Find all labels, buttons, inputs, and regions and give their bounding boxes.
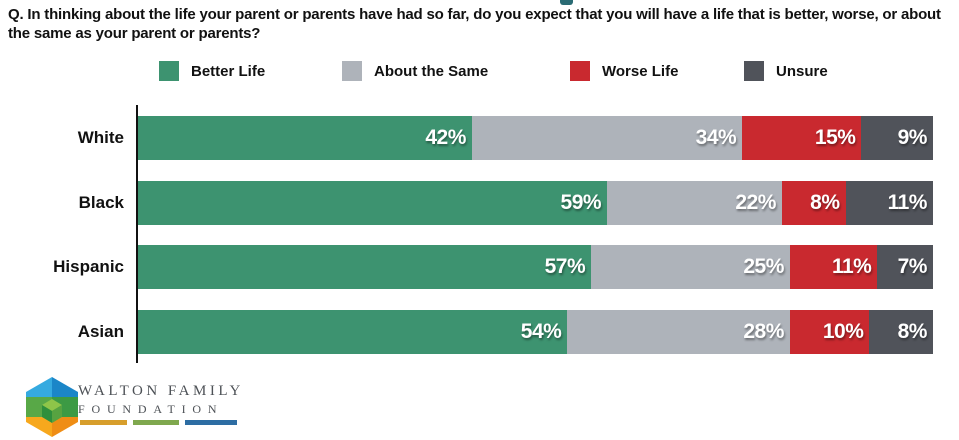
stacked-bar: 57% 25% 11% 7% <box>138 245 933 289</box>
bar-row-hispanic: Hispanic 57% 25% 11% 7% <box>0 245 959 289</box>
segment-value-label: 57% <box>544 255 586 278</box>
bar-row-white: White 42% 34% 15% 9% <box>0 116 959 160</box>
segment-value-label: 22% <box>735 191 776 214</box>
bar-segment-unsure: 8% <box>869 310 933 354</box>
segment-value-label: 28% <box>743 320 784 343</box>
segment-value-label: 15% <box>814 126 856 149</box>
stacked-bar: 54% 28% 10% 8% <box>138 310 933 354</box>
bar-segment-unsure: 11% <box>845 181 933 225</box>
segment-value-label: 59% <box>560 191 602 214</box>
row-label: White <box>77 128 124 147</box>
bar-segment-about-the-same: 22% <box>607 181 782 225</box>
stacked-bar: 42% 34% 15% 9% <box>138 116 933 160</box>
logo-underline-bar-1 <box>80 420 127 425</box>
legend-label: Worse Life <box>602 62 679 80</box>
bar-segment-worse-life: 15% <box>742 116 862 160</box>
row-label: Asian <box>77 322 124 341</box>
legend-item-worse-life: Worse Life <box>570 61 678 81</box>
segment-value-label: 8% <box>810 191 840 214</box>
logo-name-text: WALTON FAMILY <box>78 383 244 399</box>
bar-segment-worse-life: 11% <box>789 245 878 289</box>
bar-segment-worse-life: 10% <box>789 310 870 354</box>
bar-segment-about-the-same: 25% <box>591 245 790 289</box>
segment-value-label: 10% <box>822 320 864 343</box>
legend-swatch-worse-life <box>570 61 590 81</box>
bar-row-asian: Asian 54% 28% 10% 8% <box>0 310 959 354</box>
bar-segment-better-life: 54% <box>138 310 568 354</box>
bar-segment-better-life: 59% <box>138 181 608 225</box>
bar-segment-better-life: 42% <box>138 116 472 160</box>
logo-underline-bars <box>80 420 243 425</box>
bar-segment-unsure: 9% <box>861 116 933 160</box>
row-label: Hispanic <box>53 257 124 276</box>
stacked-bar: 59% 22% 8% 11% <box>138 181 933 225</box>
segment-value-label: 11% <box>887 191 928 214</box>
legend-label: About the Same <box>374 62 489 80</box>
legend-item-better-life: Better Life <box>159 61 265 81</box>
logo-underline-bar-3 <box>185 420 237 425</box>
logo-hexagon-icon <box>26 377 78 437</box>
bar-segment-about-the-same: 28% <box>567 310 790 354</box>
segment-value-label: 25% <box>743 255 784 278</box>
segment-value-label: 9% <box>897 126 928 149</box>
legend-swatch-unsure <box>744 61 764 81</box>
segment-value-label: 54% <box>520 320 562 343</box>
segment-value-label: 11% <box>831 255 872 278</box>
bar-segment-better-life: 57% <box>138 245 592 289</box>
bar-row-black: Black 59% 22% 8% 11% <box>0 181 959 225</box>
bar-segment-worse-life: 8% <box>781 181 846 225</box>
logo-underline-bar-2 <box>133 420 179 425</box>
legend-swatch-better-life <box>159 61 179 81</box>
legend-label: Better Life <box>191 62 266 80</box>
legend-item-about-the-same: About the Same <box>342 61 488 81</box>
segment-value-label: 8% <box>897 320 928 343</box>
cropped-text-artifact <box>560 0 573 5</box>
legend-swatch-about-the-same <box>342 61 362 81</box>
legend: Better Life About the Same Worse Life Unsur… <box>0 61 959 83</box>
row-label: Black <box>78 193 124 212</box>
logo-subname-text: FOUNDATION <box>78 402 224 416</box>
y-axis-line <box>136 105 138 363</box>
bar-segment-about-the-same: 34% <box>471 116 743 160</box>
legend-label: Unsure <box>776 62 828 80</box>
walton-family-foundation-logo: WALTON FAMILY FOUNDATION <box>0 372 300 440</box>
bar-segment-unsure: 7% <box>877 245 933 289</box>
segment-value-label: 7% <box>897 255 928 278</box>
chart-title: Q. In thinking about the life your paren… <box>8 6 941 42</box>
segment-value-label: 34% <box>695 126 737 149</box>
segment-value-label: 42% <box>425 126 466 149</box>
legend-item-unsure: Unsure <box>744 61 828 81</box>
